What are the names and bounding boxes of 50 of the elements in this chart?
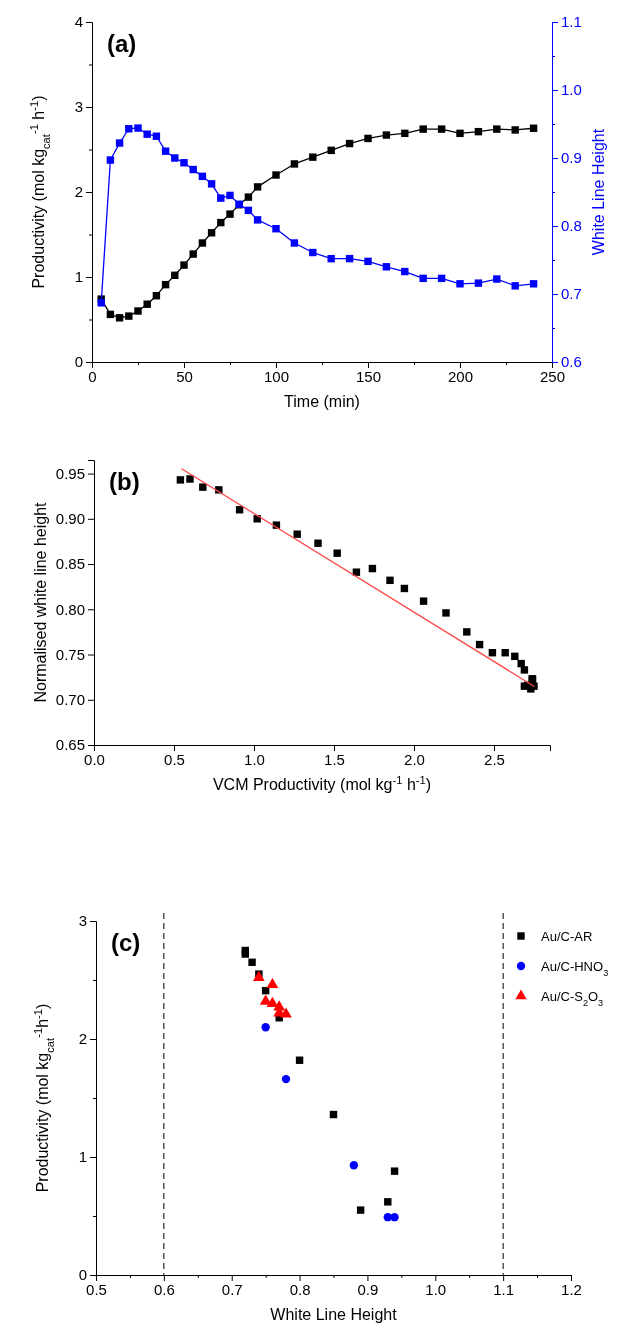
x-tick-label: 0.9 [357,1280,379,1298]
x-tick-label: 0.8 [289,1280,311,1298]
x-tick-label: 1.5 [324,750,345,768]
annotation: (b) [109,468,140,495]
y-tick-label: 0.75 [55,645,85,663]
y2-tick-label: 0.9 [561,149,582,167]
y-tick-label: 4 [74,13,83,31]
y2-tick-label: 0.8 [561,217,582,235]
x-tick-label: 1.0 [425,1280,447,1298]
x-tick-label: 1.0 [244,750,265,768]
y-tick-label: 3 [78,912,87,930]
x-axis-title: Time (min) [284,393,360,410]
x-tick-label: 150 [355,367,382,385]
y-tick-label: 2 [78,1030,87,1048]
y-axis-title: Normalised white line height [32,501,49,703]
y-tick-label: 2 [74,183,83,201]
x-tick-label: 50 [176,367,193,385]
y-tick-label: 0.70 [55,691,85,709]
y2-tick-label: 0.7 [561,285,582,303]
y-tick-label: 0.90 [55,510,85,528]
x-axis-title: VCM Productivity (mol kg$^{-1}$ h$^{-1}$) [212,774,432,793]
x-tick-label: 0.5 [164,750,185,768]
annotation: (c) [111,929,141,956]
y-tick-label: 0.95 [55,464,85,482]
x-tick-label: 1.2 [561,1280,582,1298]
x-tick-label: 0.5 [86,1280,107,1298]
y-tick-label: 0 [74,353,83,371]
x-tick-label: 0.7 [221,1280,243,1298]
y2-axis-title: White Line Height [590,128,607,256]
legend-label: Au/C-S$_{2}$O$_{3}$ [541,989,604,1008]
x-tick-label: 200 [447,367,474,385]
x-tick-label: 2.5 [484,750,505,768]
y-tick-label: 0.80 [55,600,85,618]
y2-tick-label: 1.1 [561,13,582,31]
y-tick-label: 1 [78,1148,87,1166]
y-tick-label: 1 [74,268,83,286]
x-tick-label: 0.6 [153,1280,175,1298]
x-tick-label: 2.0 [404,750,425,768]
legend-label: Au/C-HNO$_{3}$ [541,959,609,978]
x-tick-label: 100 [263,367,290,385]
y-tick-label: 0.65 [55,736,85,754]
annotation: (a) [107,30,137,57]
x-axis-title: White Line Height [270,1306,398,1323]
y-tick-label: 3 [74,98,83,116]
y2-tick-label: 1.0 [561,81,582,99]
x-tick-label: 0.0 [84,750,105,768]
y-tick-label: 0 [78,1266,87,1284]
y-tick-label: 0.85 [55,555,85,573]
x-tick-label: 1.1 [493,1280,515,1298]
legend-label: Au/C-AR [541,929,593,944]
